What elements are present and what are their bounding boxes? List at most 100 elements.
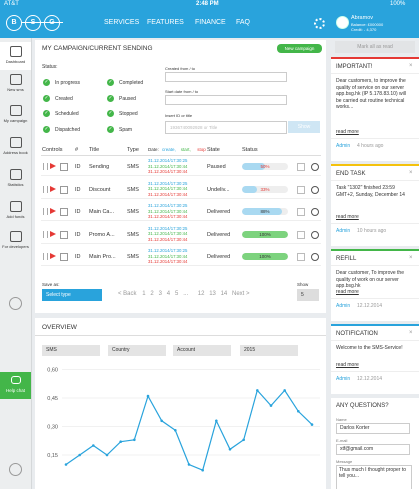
new-campaign-button[interactable]: New campaign xyxy=(277,44,322,53)
close-icon[interactable]: × xyxy=(409,170,413,176)
menu-item[interactable]: FEATURES xyxy=(147,19,184,26)
status-checkbox[interactable]: ✓ xyxy=(43,125,50,133)
help-chat[interactable]: Help chat xyxy=(0,372,31,399)
status-option: Created xyxy=(55,95,73,102)
page-link[interactable]: < Back xyxy=(118,291,137,297)
sidebar-item[interactable]: For developers xyxy=(0,227,31,255)
edit-icon[interactable] xyxy=(297,208,305,216)
play-control[interactable] xyxy=(50,208,56,214)
status-option: Spam xyxy=(119,126,133,133)
page-link[interactable]: ... xyxy=(183,291,189,297)
show-button[interactable]: Show xyxy=(288,121,320,133)
drag-handle[interactable] xyxy=(43,185,48,193)
read-more-link[interactable]: read more xyxy=(336,129,359,135)
read-more-link[interactable]: read more xyxy=(336,362,359,368)
read-more-link[interactable]: read more xyxy=(336,214,359,220)
search-input[interactable]: 1936740092928 or Title xyxy=(165,121,287,134)
read-more-link[interactable]: read more xyxy=(336,289,359,295)
row-checkbox[interactable] xyxy=(60,163,68,171)
page-link[interactable]: 13 xyxy=(209,291,216,297)
show-select[interactable]: 5 xyxy=(297,289,319,301)
name-input[interactable]: Darlos Korter xyxy=(336,423,410,434)
avatar[interactable] xyxy=(336,16,349,29)
info-icon[interactable] xyxy=(311,163,319,171)
row-id: ID xyxy=(75,254,81,260)
edit-icon[interactable] xyxy=(297,185,305,194)
info-icon[interactable] xyxy=(311,230,319,239)
close-icon[interactable]: × xyxy=(409,63,413,69)
sidebar-icon xyxy=(10,74,22,85)
menu-item[interactable]: FINANCE xyxy=(195,19,226,26)
info-icon[interactable] xyxy=(311,208,319,216)
overview-select[interactable]: Account xyxy=(173,345,231,356)
close-icon[interactable]: × xyxy=(409,330,413,336)
row-date: 31.12.2014/17:30:25 xyxy=(148,180,188,186)
sidebar-item[interactable]: Address book xyxy=(0,133,31,161)
row-date: 31.12.2014/17:30:44 xyxy=(148,163,188,169)
play-control[interactable] xyxy=(50,163,56,169)
info-icon[interactable] xyxy=(311,253,319,261)
row-checkbox[interactable] xyxy=(60,253,68,261)
edit-icon[interactable] xyxy=(297,253,305,261)
sidebar-item[interactable]: Statistics xyxy=(0,165,31,193)
status-checkbox[interactable]: ✓ xyxy=(107,110,114,117)
status-checkbox[interactable]: ✓ xyxy=(107,125,114,133)
select-type[interactable]: Select type xyxy=(42,289,102,301)
drag-handle[interactable] xyxy=(43,230,48,238)
email-input[interactable]: xtf@gmail.com xyxy=(336,444,410,455)
status-checkbox[interactable]: ✓ xyxy=(107,79,114,86)
notification-time: 4 hours ago xyxy=(357,143,384,149)
play-control[interactable] xyxy=(50,230,56,237)
progress-label: 33% xyxy=(260,186,270,192)
scroll-up[interactable] xyxy=(9,297,22,310)
page-link[interactable]: 14 xyxy=(220,291,228,297)
sidebar-item[interactable]: New sms xyxy=(0,70,31,98)
play-control[interactable] xyxy=(50,253,56,259)
overview-select[interactable]: 2015 xyxy=(240,345,298,356)
status-checkbox[interactable]: ✓ xyxy=(43,79,50,86)
settings-icon[interactable] xyxy=(314,18,325,29)
page-link[interactable]: 12 xyxy=(197,291,205,297)
help-icon xyxy=(11,376,21,384)
status-checkbox[interactable]: ✓ xyxy=(43,110,50,117)
page-link[interactable]: 4 xyxy=(166,291,171,297)
mark-all-button[interactable]: Mark all as read xyxy=(335,41,415,53)
edit-icon[interactable] xyxy=(297,163,305,171)
row-checkbox[interactable] xyxy=(60,208,68,216)
row-checkbox[interactable] xyxy=(60,185,68,194)
overview-select[interactable]: Country xyxy=(108,345,166,356)
sidebar-item[interactable]: My campaign xyxy=(0,101,31,129)
drag-handle[interactable] xyxy=(43,163,48,170)
page-link[interactable]: 5 xyxy=(175,291,179,297)
play-control[interactable] xyxy=(50,185,56,192)
menu-item[interactable]: SERVICES xyxy=(104,19,140,26)
page-link[interactable]: 2 xyxy=(150,291,154,297)
column-header: # xyxy=(75,147,79,153)
row-checkbox[interactable] xyxy=(60,230,68,239)
sidebar-item[interactable]: Dashboard xyxy=(0,42,31,70)
menu-item[interactable]: FAQ xyxy=(236,19,251,26)
drag-handle[interactable] xyxy=(43,253,48,260)
header-rule xyxy=(41,155,321,156)
drag-handle[interactable] xyxy=(43,208,48,215)
row-title: Main Pro... xyxy=(89,254,116,260)
status-checkbox[interactable]: ✓ xyxy=(43,94,50,102)
overview-rule xyxy=(35,335,326,336)
sidebar-item[interactable]: Add funds xyxy=(0,197,31,225)
date-input[interactable] xyxy=(165,95,287,105)
row-date: 31.12.2014/17:30:25 xyxy=(148,225,188,231)
info-icon[interactable] xyxy=(311,185,319,194)
message-input[interactable]: Thus much I thought proper to tell you..… xyxy=(336,465,412,489)
page-link[interactable]: Next > xyxy=(232,291,250,297)
overview-select[interactable]: SMS xyxy=(42,345,100,356)
user-credit: Credit: - 4,370 xyxy=(351,27,377,32)
date-header: Date: xyxy=(148,147,159,152)
date-input[interactable] xyxy=(165,72,287,82)
close-icon[interactable]: × xyxy=(409,255,413,261)
edit-icon[interactable] xyxy=(297,230,305,239)
status-checkbox[interactable]: ✓ xyxy=(107,94,114,102)
scroll-down[interactable] xyxy=(9,463,22,476)
page-link[interactable]: 3 xyxy=(158,291,162,297)
page-link[interactable]: 1 xyxy=(142,291,146,297)
